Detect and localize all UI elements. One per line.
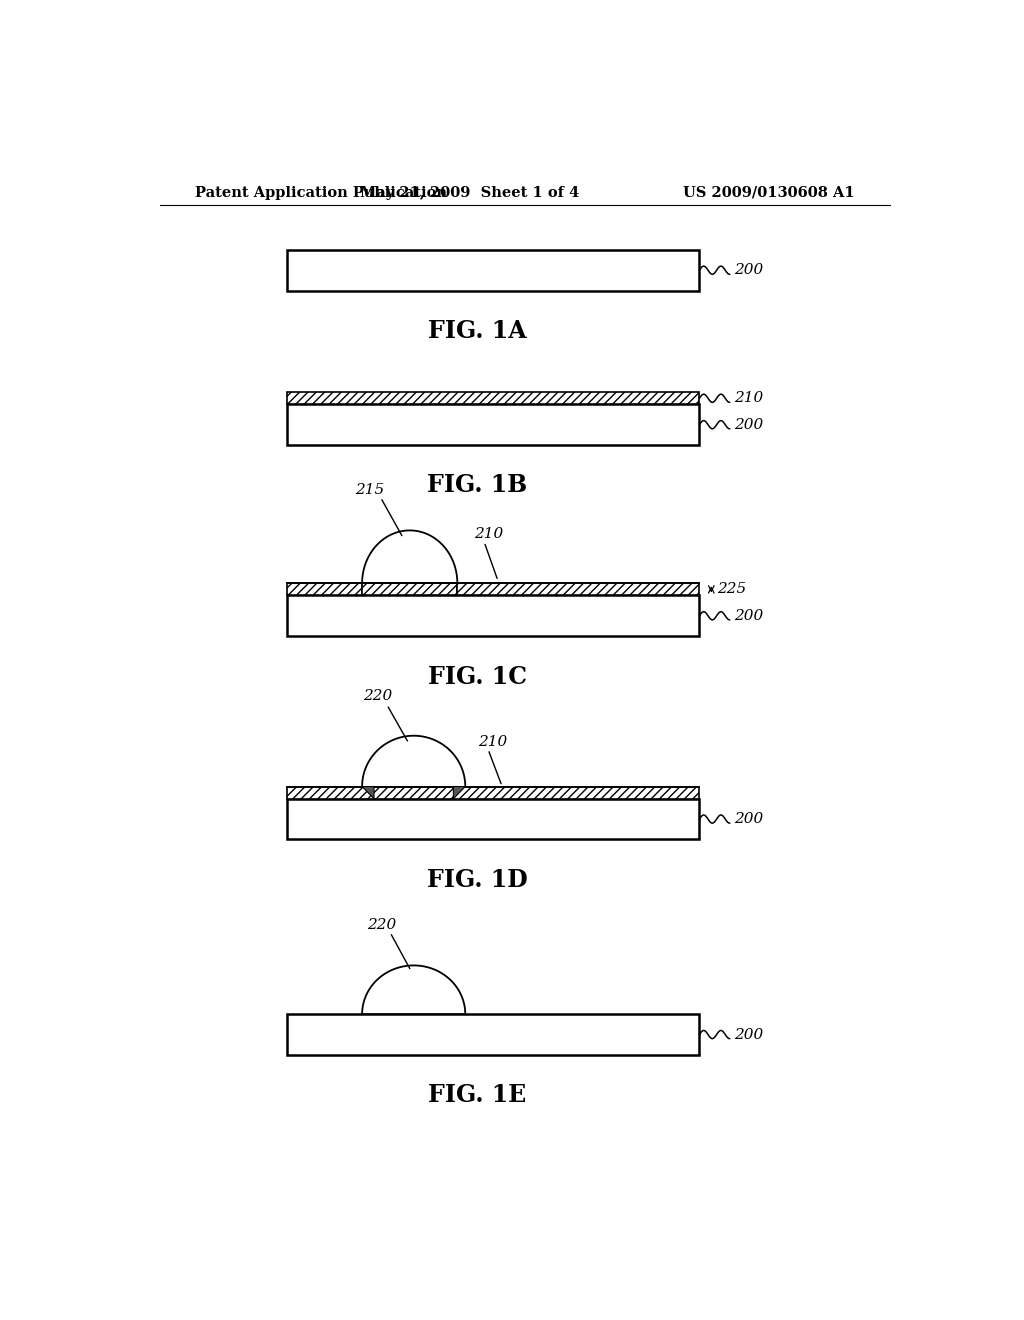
Bar xyxy=(362,583,458,595)
Bar xyxy=(287,787,699,799)
Text: Patent Application Publication: Patent Application Publication xyxy=(196,186,447,199)
Text: 200: 200 xyxy=(734,263,764,277)
Text: FIG. 1A: FIG. 1A xyxy=(428,319,526,343)
Polygon shape xyxy=(362,735,465,787)
Bar xyxy=(287,404,699,445)
Text: 200: 200 xyxy=(734,1027,764,1041)
Polygon shape xyxy=(447,994,465,1014)
Bar xyxy=(287,249,699,290)
Text: 210: 210 xyxy=(478,735,508,748)
Text: 220: 220 xyxy=(362,689,392,704)
Text: 215: 215 xyxy=(355,483,385,496)
Text: 200: 200 xyxy=(734,609,764,623)
Text: 220: 220 xyxy=(368,917,396,932)
Text: 200: 200 xyxy=(734,417,764,432)
Bar xyxy=(287,583,362,595)
Text: 210: 210 xyxy=(734,391,764,405)
Text: FIG. 1B: FIG. 1B xyxy=(427,474,527,498)
Bar xyxy=(287,392,699,404)
Text: 200: 200 xyxy=(734,812,764,826)
Polygon shape xyxy=(454,787,465,799)
Text: FIG. 1E: FIG. 1E xyxy=(428,1084,526,1107)
Bar xyxy=(287,799,699,840)
Text: US 2009/0130608 A1: US 2009/0130608 A1 xyxy=(683,186,854,199)
Text: FIG. 1C: FIG. 1C xyxy=(428,664,526,689)
Text: 225: 225 xyxy=(717,582,746,597)
Bar xyxy=(287,595,699,636)
Bar xyxy=(458,583,699,595)
Polygon shape xyxy=(362,965,465,1014)
Polygon shape xyxy=(362,787,374,799)
Bar xyxy=(287,1014,699,1055)
Polygon shape xyxy=(362,994,380,1014)
Text: FIG. 1D: FIG. 1D xyxy=(427,867,527,892)
Text: May 21, 2009  Sheet 1 of 4: May 21, 2009 Sheet 1 of 4 xyxy=(359,186,579,199)
Text: 210: 210 xyxy=(474,527,504,541)
